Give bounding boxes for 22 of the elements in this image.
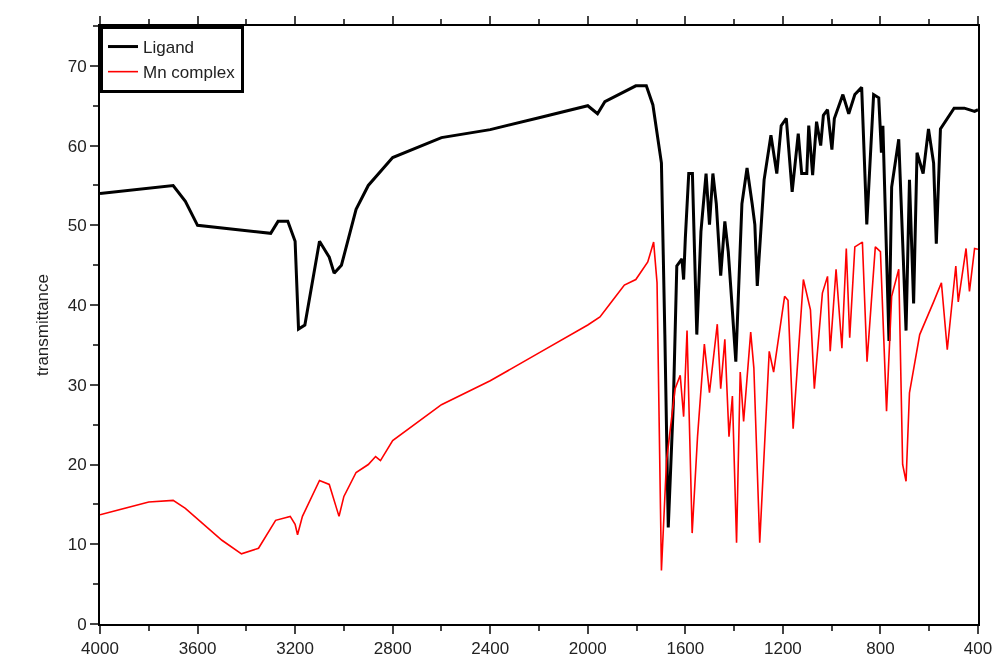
x-tick-label: 3200 [276,639,315,659]
x-tick-label: 1200 [763,639,802,659]
legend-label: Mn complex [143,63,236,83]
line-series [100,241,978,572]
y-axis-title: transmittance [32,273,52,377]
x-tick-label: 800 [866,639,895,659]
x-tick-label: 3600 [178,639,217,659]
y-tick-label: 30 [67,375,87,395]
x-tick-label: 2800 [373,639,412,659]
y-tick-label: 20 [67,455,87,475]
x-tick-label: 2000 [568,639,607,659]
y-tick-label: 50 [67,216,87,236]
x-tick-label: 1600 [666,639,705,659]
y-tick-label: 0 [77,614,87,634]
x-tick-label: 400 [963,639,993,659]
x-tick-label: 2400 [471,639,510,659]
y-tick-label: 60 [67,136,87,156]
x-tick-label: 4000 [81,639,119,659]
y-tick-label: 40 [67,296,87,316]
legend-label: Ligand [143,38,195,58]
y-tick-label: 10 [67,535,87,555]
y-tick-label: 70 [67,56,87,76]
